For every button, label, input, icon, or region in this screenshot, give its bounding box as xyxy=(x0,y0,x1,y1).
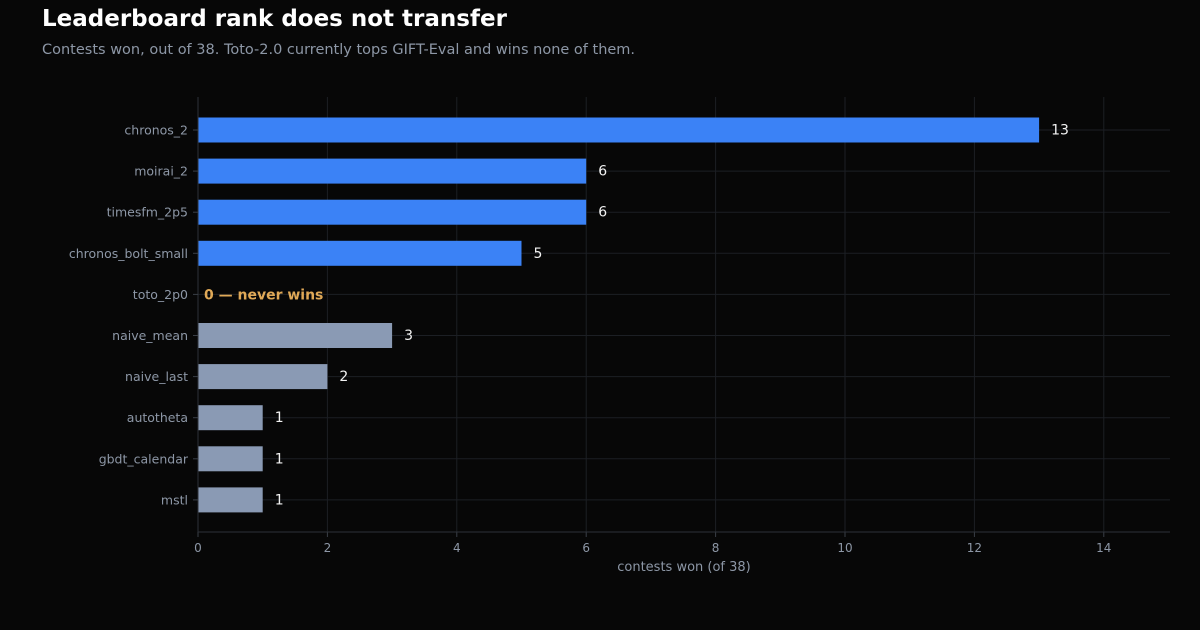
x-tick-label: 12 xyxy=(967,541,982,555)
category-label-gbdt_calendar: gbdt_calendar xyxy=(99,451,189,466)
chart-subtitle: Contests won, out of 38. Toto-2.0 curren… xyxy=(42,42,636,58)
category-label-naive_last: naive_last xyxy=(125,369,188,384)
x-tick-label: 0 xyxy=(194,541,202,555)
value-label-mstl: 1 xyxy=(275,492,284,508)
x-tick-label: 4 xyxy=(453,541,461,555)
bar-mstl xyxy=(198,487,263,513)
bar-naive_mean xyxy=(198,323,393,348)
zero-annotation-toto_2p0: 0 — never wins xyxy=(204,287,323,303)
value-label-chronos_2: 13 xyxy=(1051,123,1069,139)
value-label-naive_last: 2 xyxy=(339,369,348,385)
value-label-naive_mean: 3 xyxy=(404,328,413,344)
category-label-timesfm_2p5: timesfm_2p5 xyxy=(107,205,188,220)
bar-timesfm_2p5 xyxy=(198,199,587,225)
x-tick-label: 6 xyxy=(582,541,590,555)
bar-chronos_2 xyxy=(198,117,1040,143)
x-tick-label: 2 xyxy=(324,541,332,555)
x-tick-label: 8 xyxy=(712,541,720,555)
value-label-moirai_2: 6 xyxy=(598,164,607,180)
value-label-chronos_bolt_small: 5 xyxy=(534,246,543,262)
chart-title: Leaderboard rank does not transfer xyxy=(42,6,507,32)
category-label-mstl: mstl xyxy=(161,492,188,507)
category-label-chronos_2: chronos_2 xyxy=(124,123,188,138)
category-label-toto_2p0: toto_2p0 xyxy=(133,287,188,302)
x-tick-label: 10 xyxy=(837,541,852,555)
bar-moirai_2 xyxy=(198,158,587,184)
axis-layer: 0 2 4 6 8 10 12 14 xyxy=(193,97,1170,555)
bar-naive_last xyxy=(198,364,328,390)
x-axis-title: contests won (of 38) xyxy=(617,560,751,575)
category-label-naive_mean: naive_mean xyxy=(112,328,188,343)
value-label-timesfm_2p5: 6 xyxy=(598,205,607,221)
category-label-chronos_bolt_small: chronos_bolt_small xyxy=(69,246,188,261)
x-tick-label: 14 xyxy=(1096,541,1111,555)
bar-gbdt_calendar xyxy=(198,446,263,472)
bars-layer xyxy=(198,117,1040,513)
value-label-autotheta: 1 xyxy=(275,410,284,426)
category-label-moirai_2: moirai_2 xyxy=(134,164,188,179)
category-label-autotheta: autotheta xyxy=(127,410,188,425)
bar-autotheta xyxy=(198,405,263,431)
bar-chronos_bolt_small xyxy=(198,240,522,266)
value-label-gbdt_calendar: 1 xyxy=(275,451,284,467)
